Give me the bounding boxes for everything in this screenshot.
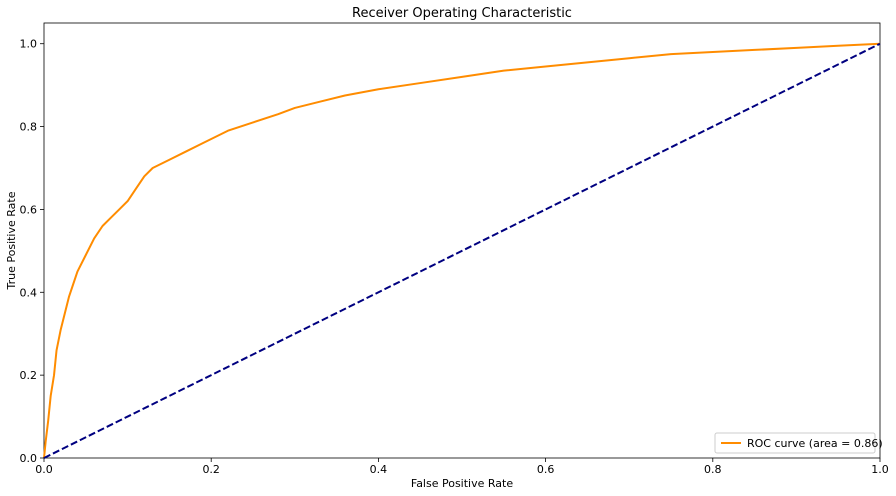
chance-diagonal-line (43, 42, 881, 459)
y-axis-title: True Positive Rate (5, 191, 18, 290)
chart-title: Receiver Operating Characteristic (352, 6, 572, 21)
plot-area (43, 22, 881, 459)
y-tick-label: 1.0 (20, 38, 38, 51)
x-tick-label: 0.6 (537, 463, 555, 476)
plot-frame (43, 22, 881, 459)
y-tick-label: 0.2 (20, 369, 38, 382)
axis-ticks: 0.0 0.2 0.4 0.6 0.8 1.0 0.0 0.2 0.4 0.6 0.8 1.0 (20, 38, 889, 476)
x-tick-label: 0.2 (202, 463, 220, 476)
x-tick-label: 0.4 (370, 463, 388, 476)
y-tick-label: 0.8 (20, 121, 38, 134)
x-tick-label: 0.8 (704, 463, 722, 476)
roc-curve-line (43, 42, 881, 459)
x-tick-label: 1.0 (871, 463, 889, 476)
y-tick-label: 0.6 (20, 203, 38, 216)
y-tick-label: 0.4 (20, 286, 38, 299)
legend: ROC curve (area = 0.86) (714, 432, 883, 454)
y-tick-label: 0.0 (20, 452, 38, 465)
legend-box (714, 432, 876, 454)
x-tick-label: 0.0 (35, 463, 53, 476)
x-axis-title: False Positive Rate (411, 477, 513, 490)
legend-label: ROC curve (area = 0.86) (747, 437, 883, 450)
